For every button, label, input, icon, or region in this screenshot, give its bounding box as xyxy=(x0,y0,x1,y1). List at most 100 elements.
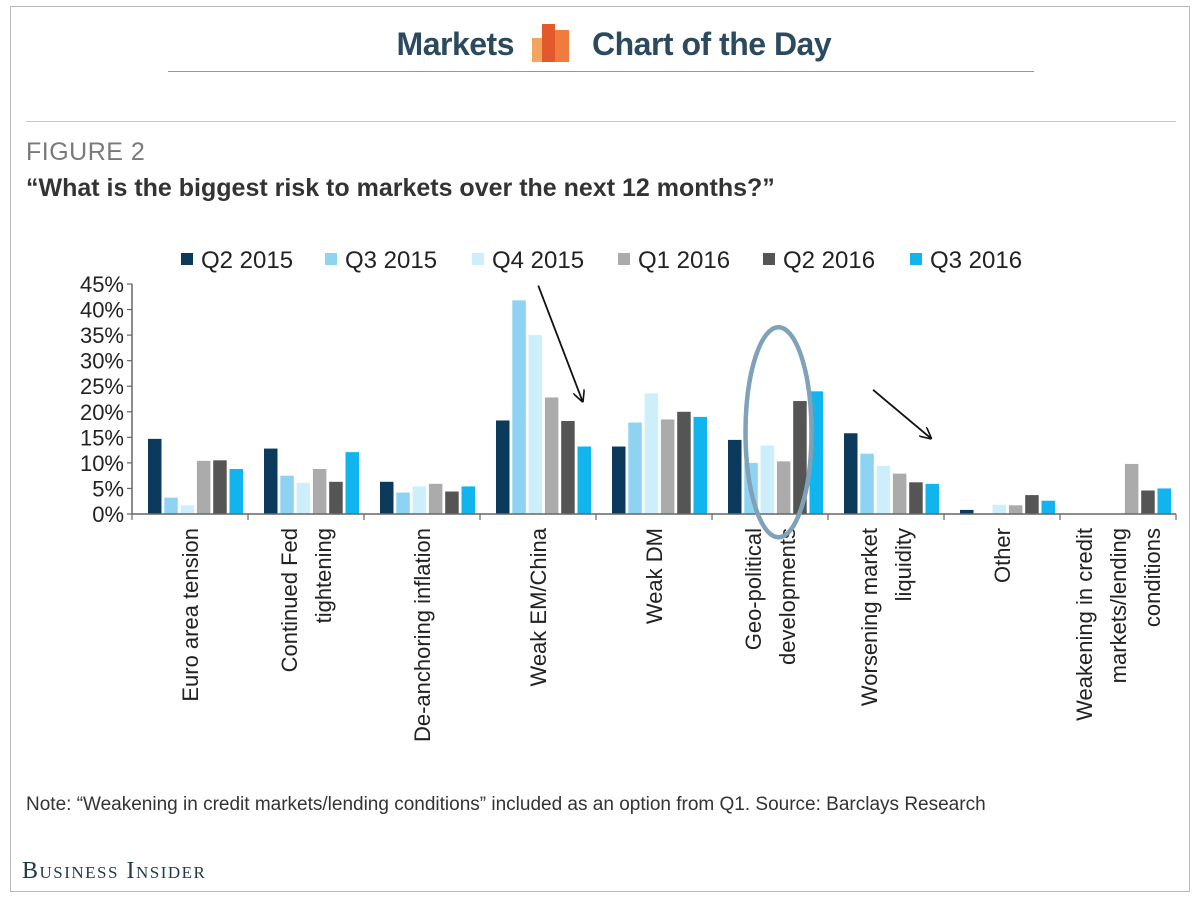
bar-weak-dm-q4-2015 xyxy=(644,393,659,514)
bar-euro-area-tension-q3-2015 xyxy=(164,497,178,514)
x-category-label: conditions xyxy=(1140,528,1165,627)
y-tick-label: 25% xyxy=(80,374,124,399)
bar-weakening-in-credit-markets-lending-conditions-q3-2016 xyxy=(1157,488,1171,514)
bar-weak-em-china-q2-2015 xyxy=(496,420,510,514)
y-tick-label: 35% xyxy=(80,323,124,348)
bar-euro-area-tension-q1-2016 xyxy=(196,460,211,514)
x-category-weakening-in-credit-markets-lending-conditions: Weakening in credit markets/lending condit… xyxy=(1072,528,1165,721)
bar-worsening-market-liquidity-q3-2015 xyxy=(860,453,874,514)
bar-worsening-market-liquidity-q4-2015 xyxy=(876,465,891,514)
bar-worsening-market-liquidity-q2-2016 xyxy=(909,482,923,514)
header-chart-of-the-day-label: Chart of the Day xyxy=(592,26,832,62)
bar-other-q1-2016 xyxy=(1008,505,1023,514)
x-category-label: Weakening in credit xyxy=(1072,528,1097,721)
bar-continued-fed-tightening-q3-2016 xyxy=(345,452,359,514)
bars-group xyxy=(148,300,1171,514)
x-category-label: Geo-political xyxy=(741,528,766,650)
x-category-worsening-market-liquidity: Worsening market liquidity xyxy=(857,528,916,706)
bar-worsening-market-liquidity-q2-2015 xyxy=(844,433,858,514)
bar-weak-em-china-q2-2016 xyxy=(561,420,575,514)
bar-euro-area-tension-q3-2016 xyxy=(229,469,243,514)
x-category-label: Continued Fed xyxy=(277,528,302,672)
bar-weak-dm-q1-2016 xyxy=(660,419,675,514)
y-tick-label: 15% xyxy=(80,425,124,450)
x-category-weak-dm: Weak DM xyxy=(642,528,667,624)
legend-swatch-q1-2016 xyxy=(618,253,630,265)
bar-euro-area-tension-q4-2015 xyxy=(180,505,195,514)
bar-weak-dm-q3-2015 xyxy=(628,422,642,514)
legend-swatch-q4-2015 xyxy=(472,253,484,265)
y-tick-label: 40% xyxy=(80,298,124,323)
x-category-continued-fed-tightening: Continued Fed tightening xyxy=(277,528,336,672)
x-category-label: developments xyxy=(775,528,800,665)
x-category-label: De-anchoring inflation xyxy=(410,528,435,742)
bar-weakening-in-credit-markets-lending-conditions-q2-2016 xyxy=(1141,490,1155,514)
bar-de-anchoring-inflation-q2-2016 xyxy=(445,491,459,514)
y-tick-label: 5% xyxy=(92,476,124,501)
x-category-label: Euro area tension xyxy=(178,528,203,702)
legend-swatch-q3-2016 xyxy=(910,253,922,265)
section-divider xyxy=(26,121,1176,122)
figure-label: FIGURE 2 xyxy=(26,138,146,166)
bar-weak-dm-q2-2016 xyxy=(677,411,691,514)
figure-frame xyxy=(10,6,1190,892)
x-category-label: Worsening market xyxy=(857,528,882,706)
x-category-label: Weak DM xyxy=(642,528,667,624)
bar-chart-logo-icon xyxy=(532,24,569,62)
bar-chart: Q2 2015 Q3 2015 Q4 2015 Q1 2016 Q2 2016 Q3 20… xyxy=(80,247,1177,742)
legend-swatch-q3-2015 xyxy=(325,253,337,265)
bar-other-q4-2015 xyxy=(992,504,1007,514)
bar-de-anchoring-inflation-q3-2015 xyxy=(396,492,410,514)
x-category-weak-em-china: Weak EM/China xyxy=(526,527,551,686)
annotations-group xyxy=(537,285,930,540)
x-category-other: Other xyxy=(990,528,1015,583)
bar-worsening-market-liquidity-q3-2016 xyxy=(925,483,939,514)
x-category-label: markets/lending xyxy=(1106,528,1131,683)
bar-weak-em-china-q3-2016 xyxy=(577,446,591,514)
legend-label-q2-2016: Q2 2016 xyxy=(783,247,875,274)
bar-continued-fed-tightening-q4-2015 xyxy=(296,482,311,514)
x-category-de-anchoring-inflation: De-anchoring inflation xyxy=(410,528,435,742)
chart-legend: Q2 2015 Q3 2015 Q4 2015 Q1 2016 Q2 2016 Q3 20… xyxy=(181,247,1022,274)
bar-de-anchoring-inflation-q4-2015 xyxy=(412,486,427,514)
legend-label-q3-2016: Q3 2016 xyxy=(930,247,1022,274)
y-tick-label: 45% xyxy=(80,272,124,297)
annotation-ellipse-geo-political-developments xyxy=(743,324,814,540)
x-category-label: Weak EM/China xyxy=(526,527,551,686)
x-axis: Euro area tension Continued Fed tightening… xyxy=(131,513,1177,742)
header-markets-label: Markets xyxy=(396,26,515,62)
legend-label-q2-2015: Q2 2015 xyxy=(201,247,293,274)
bar-weak-dm-q3-2016 xyxy=(693,416,707,514)
bar-de-anchoring-inflation-q3-2016 xyxy=(461,486,475,514)
legend-label-q1-2016: Q1 2016 xyxy=(638,247,730,274)
bar-weakening-in-credit-markets-lending-conditions-q1-2016 xyxy=(1124,463,1139,514)
legend-label-q4-2015: Q4 2015 xyxy=(492,247,584,274)
x-category-label: Other xyxy=(990,528,1015,583)
bar-continued-fed-tightening-q2-2015 xyxy=(264,448,278,514)
y-axis: 0%5%10%15%20%25%30%35%40%45% xyxy=(80,272,133,527)
bar-continued-fed-tightening-q3-2015 xyxy=(280,475,294,514)
brand-logo: Business Insider xyxy=(22,858,207,884)
y-tick-label: 20% xyxy=(80,400,124,425)
bar-geo-political-developments-q2-2016 xyxy=(793,401,807,514)
bar-euro-area-tension-q2-2016 xyxy=(213,460,227,514)
bar-de-anchoring-inflation-q2-2015 xyxy=(380,481,394,514)
x-category-euro-area-tension: Euro area tension xyxy=(178,528,203,702)
bar-weak-em-china-q3-2015 xyxy=(512,300,526,514)
y-tick-label: 10% xyxy=(80,451,124,476)
x-category-geo-political-developments: Geo-political developments xyxy=(741,528,800,665)
bar-worsening-market-liquidity-q1-2016 xyxy=(892,473,907,514)
annotation-arrow-worsening-market-liquidity xyxy=(872,389,930,438)
bar-euro-area-tension-q2-2015 xyxy=(148,438,162,514)
bar-weak-dm-q2-2015 xyxy=(612,446,626,514)
bar-geo-political-developments-q1-2016 xyxy=(776,461,791,514)
header: Markets Chart of the Day xyxy=(0,18,1200,68)
bar-continued-fed-tightening-q1-2016 xyxy=(312,469,327,514)
chart-note: Note: “Weakening in credit markets/lendi… xyxy=(26,794,986,815)
bar-de-anchoring-inflation-q1-2016 xyxy=(428,483,443,514)
bar-other-q2-2015 xyxy=(960,509,974,514)
annotation-arrow-weak-em-china xyxy=(537,285,582,401)
header-divider xyxy=(168,71,1034,72)
x-category-label: liquidity xyxy=(891,528,916,601)
bar-geo-political-developments-q2-2015 xyxy=(728,439,742,514)
